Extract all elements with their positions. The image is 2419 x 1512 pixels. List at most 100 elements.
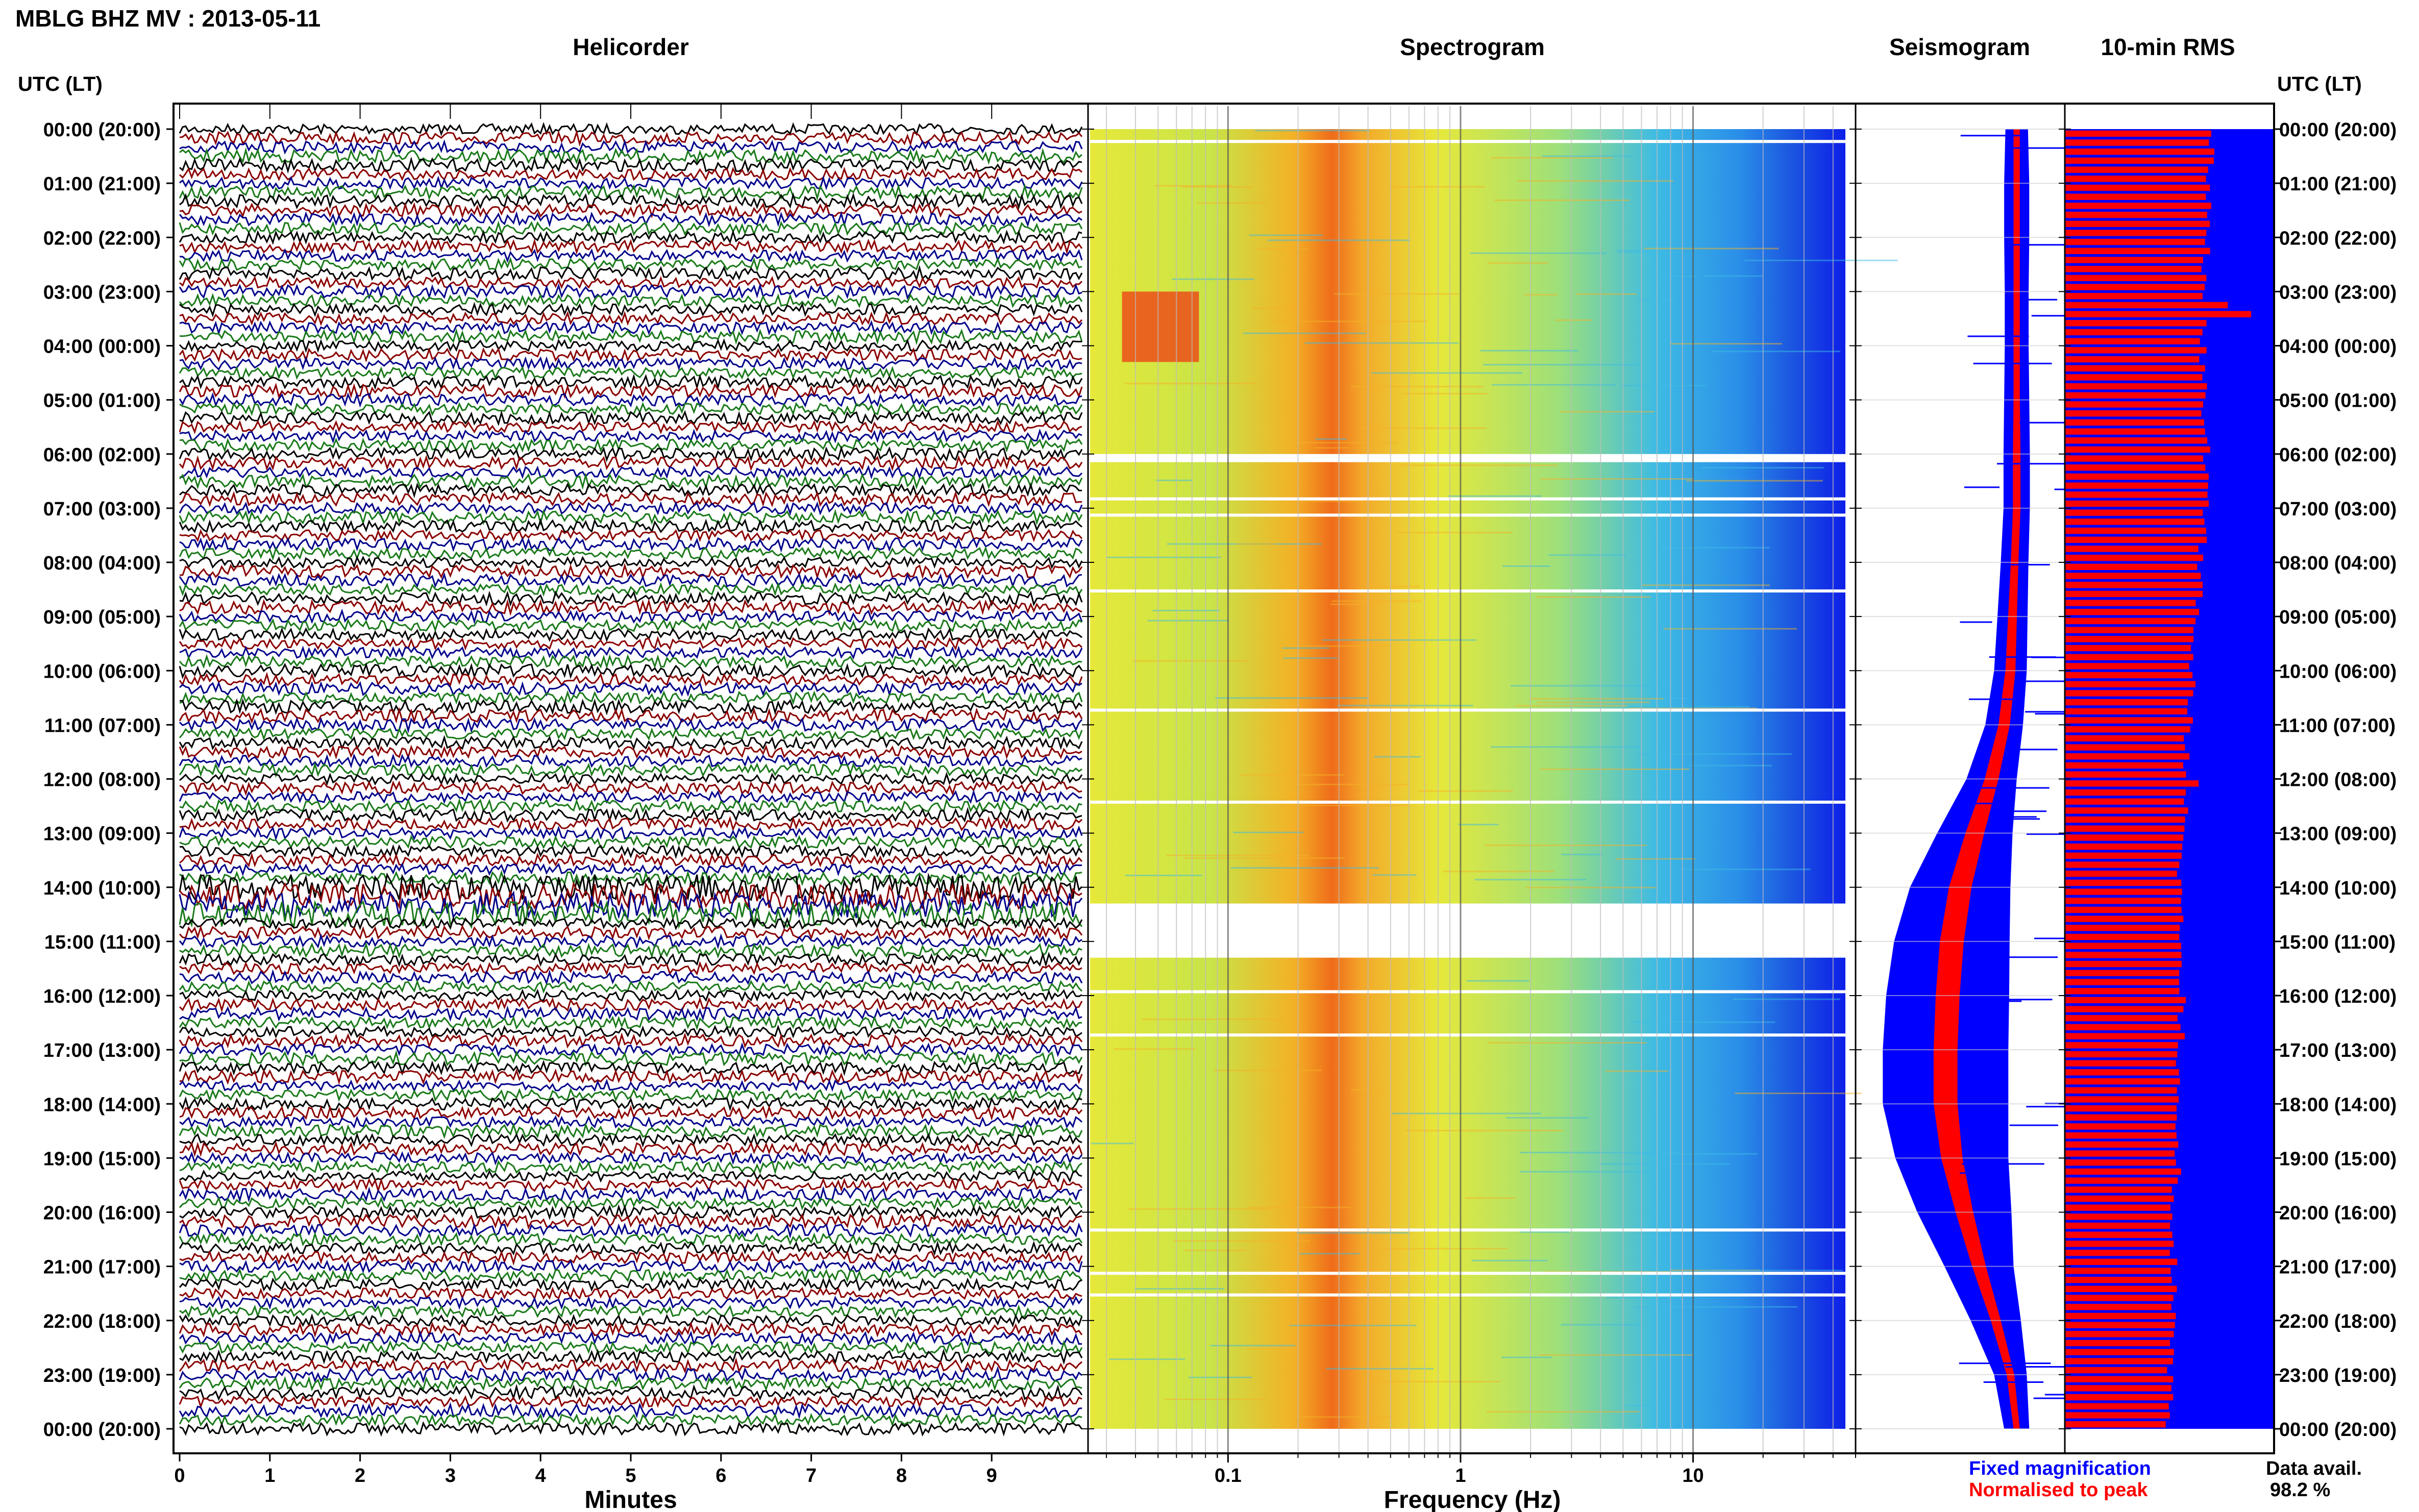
spectrogram-streak xyxy=(1526,886,1656,888)
helicorder-trace xyxy=(179,1296,1083,1310)
helicorder-trace xyxy=(179,852,1083,869)
time-label-left: 16:00 (12:00) xyxy=(43,986,161,1007)
rms-bar xyxy=(2065,1042,2178,1049)
spectrogram-gap-line xyxy=(1090,589,1847,593)
helicorder-trace xyxy=(179,1421,1083,1437)
helicorder-trace xyxy=(179,627,1082,642)
spectrogram-streak xyxy=(1405,1130,1564,1132)
rms-bar xyxy=(2065,247,2210,254)
spectrogram-streak xyxy=(1256,248,1309,250)
rms-bar xyxy=(2065,446,2210,453)
helicorder-trace xyxy=(179,1277,1082,1292)
rms-bar xyxy=(2065,1394,2174,1401)
spectrogram-streak xyxy=(1215,697,1368,699)
time-label-right: 14:00 (10:00) xyxy=(2279,878,2397,899)
helicorder-trace xyxy=(179,248,1083,263)
spectrogram-streak xyxy=(1374,756,1421,758)
rms-bar xyxy=(2065,1051,2178,1058)
rms-bar xyxy=(2065,1060,2176,1067)
helicorder-trace xyxy=(179,735,1083,751)
rms-bar xyxy=(2065,130,2211,137)
rms-bar xyxy=(2065,1376,2174,1382)
rms-bar xyxy=(2065,987,2180,995)
helicorder-trace xyxy=(179,825,1083,841)
rms-bar xyxy=(2065,1105,2177,1112)
spectrogram-streak xyxy=(1470,252,1607,254)
time-label-left: 12:00 (08:00) xyxy=(43,770,161,791)
helicorder-trace xyxy=(179,582,1083,597)
helicorder-trace xyxy=(179,139,1083,155)
rms-bar xyxy=(2065,176,2206,182)
rms-bar xyxy=(2065,265,2202,272)
rms-bar xyxy=(2065,609,2200,615)
rms-bar xyxy=(2065,627,2193,633)
time-label-left: 14:00 (10:00) xyxy=(43,878,161,899)
spectrogram-streak xyxy=(1128,1208,1273,1210)
spectrogram-streak xyxy=(1184,1249,1246,1251)
time-label-left: 08:00 (04:00) xyxy=(43,553,161,574)
spectrogram-streak xyxy=(1166,854,1310,856)
helicorder-trace xyxy=(179,744,1082,760)
spectrogram-streak xyxy=(1334,293,1460,295)
time-label-left: 09:00 (05:00) xyxy=(43,607,161,628)
time-label-right: 17:00 (13:00) xyxy=(2279,1040,2397,1061)
spectrogram-streak xyxy=(1152,610,1220,612)
spectrogram-streak xyxy=(1699,1270,1843,1272)
helicorder-trace xyxy=(179,1231,1083,1247)
helicorder-trace xyxy=(179,727,1083,741)
rms-bar xyxy=(2065,554,2204,561)
helicorder-trace xyxy=(179,1348,1083,1365)
helicorder-trace xyxy=(179,951,1083,968)
helicorder-trace xyxy=(179,881,1082,912)
rms-bar xyxy=(2065,166,2208,173)
time-label-left: 18:00 (14:00) xyxy=(43,1094,161,1116)
helicorder-trace xyxy=(179,672,1083,687)
time-label-right: 19:00 (15:00) xyxy=(2279,1148,2397,1170)
helicorder-trace xyxy=(179,1177,1083,1194)
spectrogram-streak xyxy=(1337,705,1473,707)
figure-title: MBLG BHZ MV : 2013-05-11 xyxy=(15,5,320,32)
rms-bar xyxy=(2065,1258,2178,1265)
spectrogram-streak xyxy=(1626,706,1750,708)
helicorder-trace xyxy=(179,753,1082,769)
helicorder-trace xyxy=(179,445,1083,462)
spectrogram-streak xyxy=(1282,647,1330,649)
rms-bar xyxy=(2065,455,2203,462)
helicorder-trace xyxy=(179,1159,1082,1175)
spectrogram-streak xyxy=(1188,1376,1252,1378)
helicorder-trace xyxy=(179,899,1083,929)
data-avail-value: 98.2 % xyxy=(2270,1479,2330,1501)
rms-bar xyxy=(2065,193,2206,200)
spectrogram-streak xyxy=(1173,1240,1311,1242)
time-axis-title-right: UTC (LT) xyxy=(2277,73,2362,95)
helicorder-trace xyxy=(179,264,1083,282)
spectrogram-streak xyxy=(1290,783,1409,785)
spectrogram-streak xyxy=(1575,293,1637,295)
time-label-right: 21:00 (17:00) xyxy=(2279,1257,2397,1278)
spectrogram-streak xyxy=(1646,276,1696,278)
rms-bar xyxy=(2065,1141,2179,1148)
seismogram-panel xyxy=(1856,129,2141,1429)
time-label-right: 15:00 (11:00) xyxy=(2279,932,2396,953)
rms-bar xyxy=(2065,293,2203,300)
rms-bar xyxy=(2065,1204,2170,1211)
spectrogram-streak xyxy=(1371,372,1523,374)
helicorder-trace xyxy=(179,518,1082,534)
spectrogram-streak xyxy=(1638,1153,1758,1155)
rms-bar xyxy=(2065,148,2214,155)
rms-bar xyxy=(2065,1114,2177,1121)
spectrogram-streak xyxy=(1396,532,1513,534)
rms-bar xyxy=(2065,536,2207,543)
spectrogram-streak xyxy=(1124,383,1257,385)
rms-bar xyxy=(2065,374,2203,381)
time-label-left: 00:00 (20:00) xyxy=(43,119,161,141)
helicorder-panel xyxy=(179,122,1083,1437)
helicorder-trace xyxy=(179,1059,1083,1076)
rms-bar xyxy=(2065,780,2199,787)
helicorder-trace xyxy=(179,1376,1082,1392)
rms-bar xyxy=(2065,1222,2170,1229)
spectrogram-streak xyxy=(1536,596,1651,598)
rms-bar xyxy=(2065,184,2210,191)
rms-bar xyxy=(2065,482,2208,489)
rms-bar xyxy=(2065,302,2228,309)
